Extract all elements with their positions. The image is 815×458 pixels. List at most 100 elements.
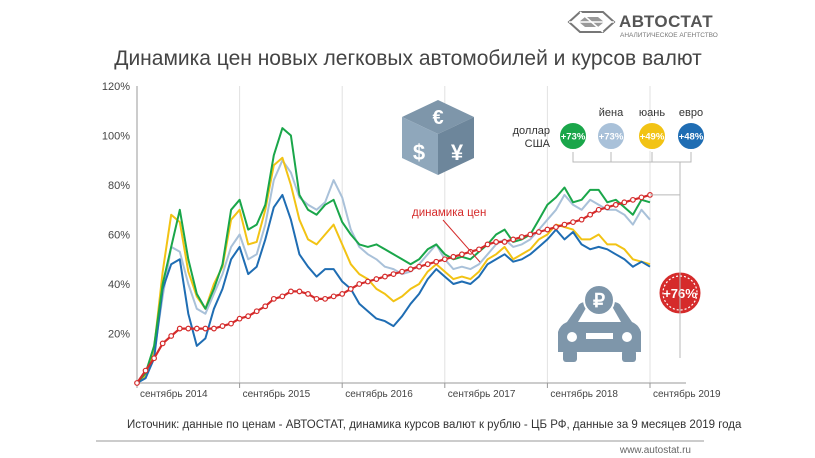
autostat-logo: АВТОСТАТ АНАЛИТИЧЕСКОЕ АГЕНТСТВО <box>567 11 718 39</box>
x-tick-label: сентябрь 2014 <box>140 388 208 400</box>
logo-icon <box>567 11 616 33</box>
price-point <box>587 211 594 218</box>
price-point <box>168 333 175 339</box>
price-point <box>219 323 226 329</box>
x-tick-label: сентябрь 2015 <box>243 388 311 400</box>
price-point <box>373 276 380 282</box>
site-url: www.autostat.ru <box>619 445 691 456</box>
logo-tagline: АНАЛИТИЧЕСКОЕ АГЕНТСТВО <box>620 32 718 39</box>
price-point <box>476 246 482 253</box>
price-point <box>527 231 534 238</box>
badge-jpy <box>596 121 626 151</box>
y-tick-label: 80% <box>108 180 130 192</box>
car-price-icon: ₽ <box>558 284 641 362</box>
badge-jpy-value: +73% <box>599 132 624 143</box>
badge-cny <box>637 121 667 151</box>
legend-usd-line1: доллар <box>513 125 550 137</box>
price-point <box>630 196 636 203</box>
price-series-label: динамика цен <box>412 207 486 219</box>
price-point <box>159 340 166 347</box>
source-note: Источник: данные по ценам - АВТОСТАТ, ди… <box>127 419 742 431</box>
badge-eur-value: +48% <box>679 132 704 143</box>
price-point <box>193 325 200 332</box>
price-point <box>151 355 158 362</box>
price-point <box>399 268 405 275</box>
legend-jpy-label: йена <box>599 107 624 119</box>
badge-usd-value: +73% <box>561 132 586 143</box>
x-tick-label: сентябрь 2019 <box>653 388 721 400</box>
legend-cny-label: юань <box>639 107 665 119</box>
price-point <box>339 291 346 297</box>
price-point <box>330 293 337 300</box>
price-point <box>364 278 371 285</box>
price-point <box>245 313 252 320</box>
price-point <box>595 206 602 213</box>
price-point <box>356 281 363 287</box>
price-point <box>270 295 277 302</box>
legend-eur-label: евро <box>679 107 703 119</box>
currency-exchange-icon: € $ ¥ <box>402 100 474 175</box>
price-point <box>544 226 551 233</box>
price-point <box>253 308 260 315</box>
price-point <box>441 256 448 263</box>
price-point <box>450 253 457 260</box>
x-tick-labels: сентябрь 2014 сентябрь 2015 сентябрь 2016 с… <box>140 388 721 400</box>
y-tick-label: 40% <box>108 279 130 291</box>
price-point <box>142 367 149 374</box>
price-point <box>416 263 423 270</box>
price-points <box>134 191 653 386</box>
price-point <box>484 241 491 248</box>
price-point <box>228 320 234 327</box>
price-point <box>570 219 576 226</box>
price-point <box>578 216 585 223</box>
badge-cny-value: +49% <box>640 132 665 143</box>
price-point <box>134 380 140 386</box>
x-tick-label: сентябрь 2016 <box>345 388 413 400</box>
legend: доллар США йена юань евро +73% +73% +49% +4… <box>513 107 706 358</box>
price-point <box>236 315 243 322</box>
svg-text:¥: ¥ <box>451 140 464 165</box>
price-point <box>553 224 559 230</box>
chart-title: Динамика цен новых легковых автомобилей … <box>114 47 702 70</box>
svg-text:₽: ₽ <box>593 291 605 312</box>
y-tick-label: 100% <box>102 131 130 143</box>
x-tick-label: сентябрь 2018 <box>550 388 618 400</box>
legend-connectors <box>572 152 692 358</box>
price-point <box>279 293 286 300</box>
y-tick-label: 120% <box>102 81 130 93</box>
x-tick-label: сентябрь 2017 <box>448 388 516 400</box>
logo-name: АВТОСТАТ <box>619 12 713 31</box>
price-point <box>535 229 542 235</box>
price-point <box>424 261 431 268</box>
price-point <box>501 239 508 245</box>
price-point <box>211 325 217 332</box>
price-point <box>433 258 440 265</box>
badge-usd <box>558 121 588 151</box>
price-point <box>638 194 645 201</box>
price-point <box>390 271 397 278</box>
price-point <box>510 236 517 243</box>
price-point <box>347 286 354 292</box>
series-line-eur <box>136 193 651 384</box>
price-point <box>518 234 525 240</box>
svg-text:€: € <box>432 107 443 129</box>
price-point <box>322 295 329 302</box>
price-point <box>262 303 269 310</box>
price-point <box>407 266 414 273</box>
price-point <box>202 325 209 332</box>
y-tick-label: 60% <box>108 230 130 242</box>
price-point <box>305 291 311 297</box>
price-point <box>176 325 183 332</box>
badge-price-ring <box>662 275 698 311</box>
y-tick-label: 20% <box>108 329 130 341</box>
price-point <box>493 239 500 245</box>
price-point <box>185 325 192 332</box>
svg-text:$: $ <box>413 140 425 165</box>
series-line-jpy <box>136 159 651 384</box>
price-label-leader <box>442 219 481 263</box>
price-point <box>459 251 465 258</box>
series-line-usd <box>136 127 651 384</box>
legend-usd-line2: США <box>525 138 551 150</box>
badge-eur <box>676 121 706 151</box>
